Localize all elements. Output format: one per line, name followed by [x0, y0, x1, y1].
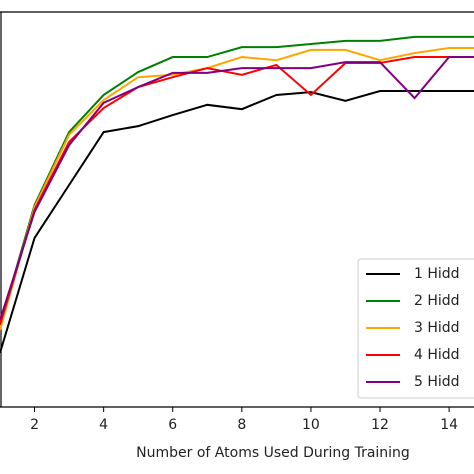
legend-label: 2 Hidd: [414, 293, 460, 309]
legend-label: 4 Hidd: [414, 347, 460, 363]
x-tick-label: 14: [440, 417, 458, 433]
x-tick-label: 10: [302, 417, 320, 433]
legend-label: 5 Hidd: [414, 374, 460, 390]
x-tick-label: 6: [168, 417, 177, 433]
legend-label: 1 Hidd: [414, 266, 460, 282]
x-tick-label: 4: [99, 417, 108, 433]
legend: 1 Hidd 2 Hidd 3 Hidd 4 Hidd 5 Hidd: [357, 258, 474, 399]
x-tick-label: 2: [30, 417, 39, 433]
series-line: [0, 46, 474, 331]
series-line: [0, 90, 474, 354]
series-line: [0, 35, 474, 326]
x-tick-label: 12: [371, 417, 389, 433]
x-axis-label: Number of Atoms Used During Training: [136, 445, 410, 461]
legend-box: [357, 258, 474, 399]
legend-label: 3 Hidd: [414, 320, 460, 336]
x-tick-label: 8: [237, 417, 246, 433]
series-line: [0, 56, 474, 321]
